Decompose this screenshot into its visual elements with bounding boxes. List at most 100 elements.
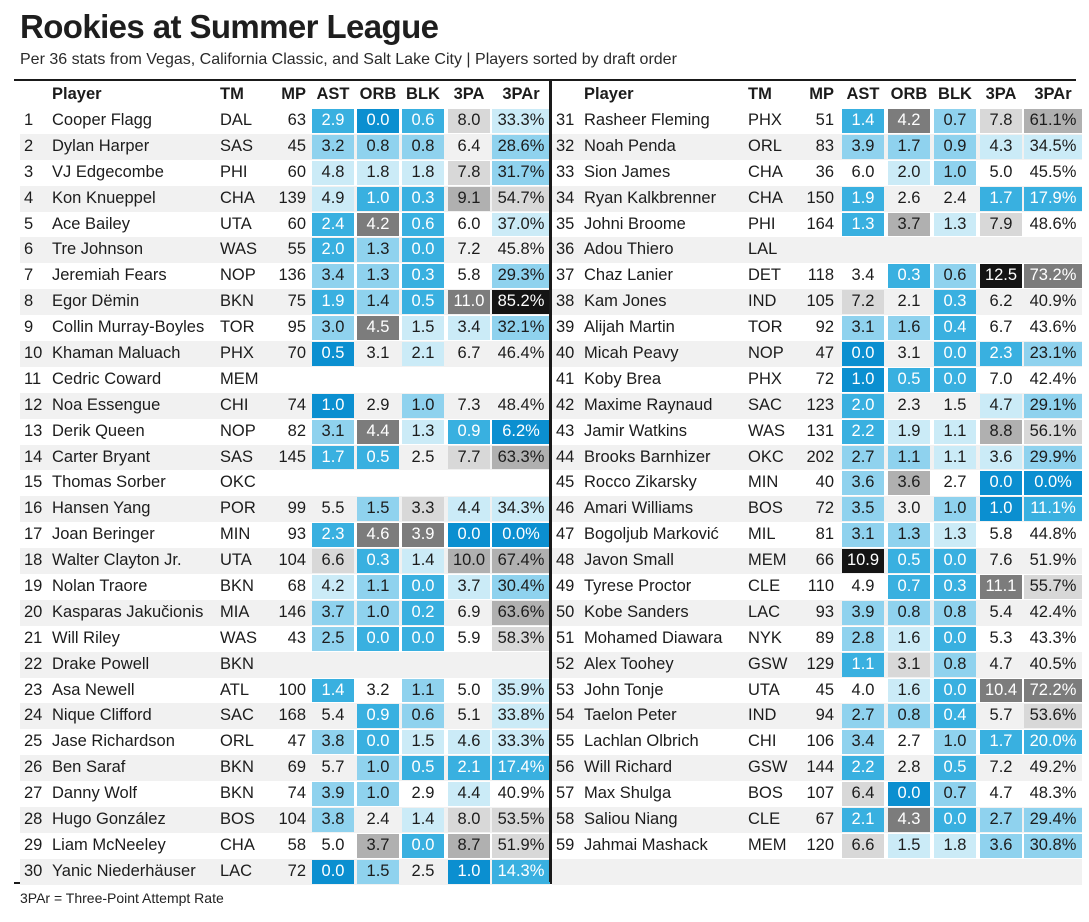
stat-blk: 2.9 xyxy=(402,781,444,807)
stat-shade xyxy=(402,730,444,755)
pick-number: 34 xyxy=(556,188,575,207)
column-header-tpar: 3PAr xyxy=(502,85,540,103)
stat-ast: 2.2 xyxy=(842,755,884,781)
player-name: Jamir Watkins xyxy=(584,421,687,440)
stat-shade xyxy=(402,393,444,418)
column-header-mp: MP xyxy=(281,85,306,103)
pick-number: 25 xyxy=(24,732,43,751)
team-abbr: MIN xyxy=(220,525,251,544)
team-abbr: ATL xyxy=(220,680,250,699)
stat-orb: 2.0 xyxy=(888,160,930,186)
pick-number: 8 xyxy=(24,292,34,311)
stat-value: 30.8% xyxy=(1029,835,1077,854)
team-abbr: ORL xyxy=(220,732,254,751)
stat-shade xyxy=(402,808,444,832)
table-row: 45 Rocco Zikarsky MIN 40 3.6 3.6 2.7 0.0 0.0% xyxy=(552,470,1082,496)
stat-shade xyxy=(980,342,1022,366)
stat-ast: 6.6 xyxy=(842,833,884,859)
stat-value: 44.8% xyxy=(1029,525,1077,544)
stat-tpar: 67.4% xyxy=(492,548,550,574)
stat-shade xyxy=(312,290,354,315)
stat-value: 0.0 xyxy=(411,835,435,854)
stat-value: 3.4 xyxy=(457,318,481,337)
stat-tpar: 34.5% xyxy=(1024,134,1082,160)
table-row: 31 Rasheer Fleming PHX 51 1.4 4.2 0.7 7.8 61.1% xyxy=(552,108,1082,134)
stat-tpa: 5.3 xyxy=(980,626,1022,652)
stat-tpar: 43.3% xyxy=(1024,626,1082,652)
stat-shade xyxy=(1024,497,1082,522)
pick-number: 29 xyxy=(24,835,43,854)
stat-value: 1.1 xyxy=(366,577,390,596)
pick-number: 12 xyxy=(24,395,43,414)
stat-value: 4.7 xyxy=(989,395,1013,414)
stat-value: 1.6 xyxy=(897,680,921,699)
stat-tpar: 17.4% xyxy=(492,755,550,781)
stat-value: 0.5 xyxy=(321,344,345,363)
stat-shade xyxy=(492,859,550,884)
table-row: 42 Maxime Raynaud SAC 123 2.0 2.3 1.5 4.7 29.1% xyxy=(552,392,1082,419)
stat-blk: 0.0 xyxy=(934,678,976,704)
team-abbr: LAL xyxy=(748,240,778,259)
pick-number: 4 xyxy=(24,188,34,207)
stat-value: 5.4 xyxy=(321,706,345,725)
stat-value: 46.4% xyxy=(497,344,545,363)
stat-tpar: 33.3% xyxy=(492,729,550,755)
stat-shade xyxy=(357,264,399,289)
stat-shade xyxy=(357,782,399,807)
stat-value: 48.3% xyxy=(1029,784,1077,803)
team-abbr: LAC xyxy=(220,861,253,880)
team-abbr: UTA xyxy=(748,680,780,699)
minutes-played: 99 xyxy=(287,499,306,518)
stat-orb: 1.5 xyxy=(357,859,399,885)
stat-value: 34.5% xyxy=(1029,136,1077,155)
stat-shade xyxy=(492,600,550,625)
stat-ast: 2.0 xyxy=(312,237,354,263)
table-row: 58 Saliou Niang CLE 67 2.1 4.3 0.0 2.7 29.4% xyxy=(552,807,1082,833)
stat-orb xyxy=(357,470,399,496)
player-name: Kasparas Jakučionis xyxy=(52,602,204,621)
stat-value: 4.6 xyxy=(457,732,481,751)
team-abbr: MEM xyxy=(220,369,259,388)
pick-number: 43 xyxy=(556,421,575,440)
stat-tpar: 45.8% xyxy=(492,237,550,263)
stat-value: 72.2% xyxy=(1029,680,1077,699)
stat-ast: 4.2 xyxy=(312,574,354,600)
stat-value: 0.7 xyxy=(943,784,967,803)
team-abbr: SAS xyxy=(220,447,254,466)
table-row: 1 Cooper Flagg DAL 63 2.9 0.0 0.6 8.0 33.3% xyxy=(20,108,550,134)
stat-orb: 3.1 xyxy=(888,652,930,678)
table-right-half: Player TM MP AST ORB BLK 3PA 3PAr 31 Rasheer Flem… xyxy=(552,81,1082,885)
stat-value: 35.9% xyxy=(497,680,545,699)
team-abbr: NOP xyxy=(748,344,784,363)
pick-number: 37 xyxy=(556,266,575,285)
team-abbr: CHI xyxy=(748,732,777,751)
stat-value: 11.0 xyxy=(453,292,485,311)
stat-value: 1.9 xyxy=(851,188,875,207)
stat-value: 1.4 xyxy=(411,551,435,570)
stat-value: 45.5% xyxy=(1029,162,1077,181)
stat-value: 0.3 xyxy=(943,292,967,311)
player-name: Maxime Raynaud xyxy=(584,395,713,414)
stat-blk: 3.3 xyxy=(402,496,444,522)
stat-blk: 1.5 xyxy=(402,315,444,341)
stat-value: 1.9 xyxy=(321,292,345,311)
stat-value: 0.8 xyxy=(897,706,921,725)
stat-shade xyxy=(980,445,1022,470)
stat-orb: 1.6 xyxy=(888,315,930,341)
stat-tpa: 7.8 xyxy=(980,108,1022,134)
pick-number: 52 xyxy=(556,654,575,673)
stat-shade xyxy=(492,575,550,599)
stat-tpar: 40.5% xyxy=(1024,652,1082,678)
stat-tpa: 4.7 xyxy=(980,393,1022,419)
stat-value: 29.9% xyxy=(1029,447,1077,466)
stat-orb: 1.0 xyxy=(357,781,399,807)
stat-shade xyxy=(980,109,1022,133)
table-row: 41 Koby Brea PHX 72 1.0 0.5 0.0 7.0 42.4% xyxy=(552,367,1082,393)
stat-value: 10.9 xyxy=(846,551,880,570)
table-row: 35 Johni Broome PHI 164 1.3 3.7 1.3 7.9 48.6% xyxy=(552,212,1082,238)
column-header-tpa: 3PA xyxy=(453,85,485,103)
stat-orb: 2.9 xyxy=(357,393,399,419)
stat-shade xyxy=(934,212,976,237)
stat-blk: 0.8 xyxy=(934,652,976,678)
minutes-played: 72 xyxy=(815,369,834,388)
